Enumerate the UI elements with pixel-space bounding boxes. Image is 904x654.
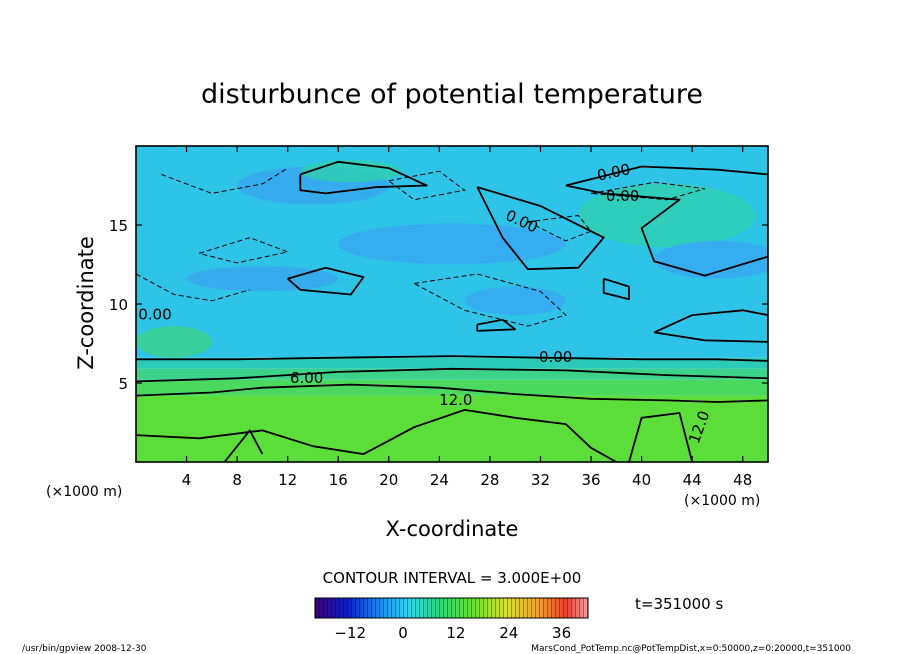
colorbar-frame (314, 597, 589, 619)
x-tick-label-5: 24 (430, 471, 449, 489)
x-tick-label-6: 28 (480, 471, 499, 489)
x-tick-label-10: 44 (683, 471, 702, 489)
x-unit-label-left: (×1000 m) (46, 484, 122, 500)
y-tick-label-2: 15 (109, 217, 128, 235)
x-tick-label-1: 8 (232, 471, 242, 489)
x-axis: 4 8 12 16 20 24 28 32 36 40 44 48 (182, 146, 752, 489)
contour-solid-0 (299, 160, 428, 195)
contour-dashed-1 (388, 170, 466, 201)
field-patch-2 (578, 183, 756, 248)
field-patch-4 (464, 286, 566, 316)
footer-left: /usr/bin/gpview 2008-12-30 (22, 644, 147, 654)
contour-dashed-4 (199, 237, 290, 264)
contour-dashed-3 (413, 273, 567, 327)
contour-solid-4 (287, 266, 365, 296)
x-tick-label-4: 20 (379, 471, 398, 489)
field-band-0 (136, 395, 768, 462)
colorbar-tick-label-0: −12 (334, 624, 366, 642)
contour-solid-3 (602, 277, 630, 301)
contour-solid-12 (628, 412, 694, 462)
colorbar-ticks: −12 0 12 24 36 (334, 624, 571, 642)
contour-dashed-2 (527, 214, 592, 242)
contour-dashed-5 (590, 181, 705, 201)
contour-lines (136, 160, 768, 462)
contour-solid-9 (136, 383, 768, 403)
contour-label-4: 0.00 (539, 348, 572, 366)
chart-title: disturbunce of potential temperature (201, 79, 703, 110)
colorbar (314, 597, 589, 619)
colorbar-tick-label-2: 12 (446, 624, 465, 642)
field-patch-5 (186, 266, 339, 292)
x-tick-label-0: 4 (182, 471, 192, 489)
field-band-3 (136, 357, 768, 369)
x-tick-label-9: 40 (632, 471, 651, 489)
field-patch-7 (654, 240, 768, 279)
contour-label-5: 6.00 (290, 369, 323, 387)
field-patch-1 (338, 223, 566, 265)
y-tick-label-1: 10 (109, 296, 128, 314)
contour-interval-label: CONTOUR INTERVAL = 3.000E+00 (323, 569, 582, 587)
time-label: t=351000 s (635, 595, 723, 613)
contour-solid-5 (476, 318, 517, 332)
field-band-1 (136, 379, 768, 396)
contour-label-0: 0.00 (606, 187, 639, 205)
footer-right: MarsCond_PotTemp.nc@PotTempDist,x=0:5000… (531, 644, 851, 654)
contour-solid-1 (565, 165, 768, 277)
x-tick-label-8: 36 (581, 471, 600, 489)
x-tick-label-3: 16 (329, 471, 348, 489)
field-band-2 (136, 368, 768, 380)
contour-solid-2 (476, 186, 605, 271)
contour-solid-11 (223, 429, 264, 462)
colorbar-tick-label-4: 36 (552, 624, 571, 642)
colorbar-tick-label-1: 0 (398, 624, 408, 642)
y-axis-title: Z-coordinate (74, 236, 98, 370)
contour-label-6: 12.0 (439, 391, 472, 409)
colorbar-stripes (315, 598, 588, 618)
x-axis-title: X-coordinate (386, 517, 519, 541)
contour-solid-7 (136, 355, 768, 362)
x-unit-label-right: (×1000 m) (684, 493, 760, 509)
x-tick-label-2: 12 (278, 471, 297, 489)
contour-solid-6 (653, 309, 768, 343)
contour-solid-8 (136, 367, 768, 383)
field-patch-6 (136, 326, 212, 358)
y-axis: 5 10 15 (109, 217, 768, 393)
colorbar-tick-label-3: 24 (499, 624, 518, 642)
x-tick-label-7: 32 (531, 471, 550, 489)
contour-dashed-0 (161, 167, 288, 194)
x-tick-label-11: 48 (733, 471, 752, 489)
contour-solid-10 (136, 409, 617, 462)
y-tick-label-0: 5 (118, 375, 128, 393)
plot-area (136, 146, 768, 462)
contour-label-3: 0.00 (138, 306, 171, 324)
